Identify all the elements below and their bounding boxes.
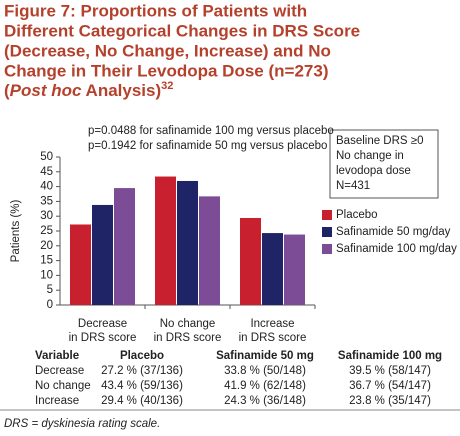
y-tick-label: 45 bbox=[40, 166, 53, 178]
table-cell: 33.8 % (50/148) bbox=[224, 365, 306, 377]
table-cell: 23.8 % (35/147) bbox=[349, 395, 431, 407]
table-cell: 43.4 % (59/136) bbox=[101, 380, 183, 392]
table-cell: Decrease bbox=[35, 365, 84, 377]
x-tick-label: in DRS score bbox=[69, 332, 137, 344]
table-header: Variable bbox=[35, 350, 79, 362]
y-tick-label: 0 bbox=[47, 299, 53, 311]
table-header: Safinamide 50 mg bbox=[216, 350, 314, 362]
bar bbox=[240, 217, 261, 305]
legend-swatch bbox=[322, 210, 332, 220]
y-axis-label: Patients (%) bbox=[10, 200, 22, 263]
title-sup: 32 bbox=[161, 80, 173, 92]
y-tick-label: 20 bbox=[40, 240, 53, 252]
note-box bbox=[329, 129, 439, 199]
table-header: Placebo bbox=[120, 350, 164, 362]
title-line: (Decrease, No Change, Increase) and No bbox=[4, 41, 331, 60]
table-cell: 39.5 % (58/147) bbox=[349, 365, 431, 377]
title-part: ( bbox=[4, 81, 10, 100]
y-tick-label: 50 bbox=[40, 151, 53, 163]
title-line: Figure 7: Proportions of Patients with bbox=[4, 1, 307, 20]
x-tick-label: Increase bbox=[250, 318, 294, 330]
table-header: Safinamide 100 mg bbox=[338, 350, 442, 362]
bar bbox=[70, 224, 91, 305]
title-line: (Post hoc Analysis)32 bbox=[4, 80, 173, 101]
legend-label: Placebo bbox=[336, 209, 378, 221]
x-tick-label: in DRS score bbox=[154, 332, 222, 344]
y-tick-label: 35 bbox=[40, 195, 53, 207]
annotation: p=0.0488 for safinamide 100 mg versus pl… bbox=[88, 125, 334, 137]
footnote: DRS = dyskinesia rating scale. bbox=[4, 418, 160, 430]
box-text: N=431 bbox=[336, 180, 370, 192]
bar bbox=[92, 204, 113, 305]
legend-swatch bbox=[322, 244, 332, 254]
table-cell: 41.9 % (62/148) bbox=[224, 380, 306, 392]
table-cell: No change bbox=[35, 380, 91, 392]
table-cell: Increase bbox=[35, 395, 79, 407]
y-tick-label: 30 bbox=[40, 210, 53, 222]
title-part: Post hoc bbox=[10, 81, 82, 100]
y-tick-label: 25 bbox=[40, 225, 53, 237]
legend-label: Safinamide 50 mg/day bbox=[336, 226, 451, 238]
table-cell: 36.7 % (54/147) bbox=[349, 380, 431, 392]
y-tick-label: 5 bbox=[47, 284, 53, 296]
box-text: No change in bbox=[336, 150, 404, 162]
box-text: levodopa dose bbox=[336, 165, 411, 177]
annotation: p=0.1942 for safinamide 50 mg versus pla… bbox=[88, 140, 327, 152]
bar bbox=[177, 180, 198, 305]
y-tick-label: 40 bbox=[40, 181, 53, 193]
table-cell: 27.2 % (37/136) bbox=[101, 365, 183, 377]
title-line: Different Categorical Changes in DRS Sco… bbox=[4, 21, 360, 40]
box-text: Baseline DRS ≥0 bbox=[336, 135, 424, 147]
bar bbox=[155, 176, 176, 305]
title-part: Analysis) bbox=[81, 81, 161, 100]
y-tick-label: 10 bbox=[40, 269, 53, 281]
x-tick-label: No change bbox=[160, 318, 216, 330]
bar bbox=[284, 234, 305, 305]
legend-swatch bbox=[322, 227, 332, 237]
x-tick-label: Decrease bbox=[78, 318, 127, 330]
y-tick-label: 15 bbox=[40, 255, 53, 267]
bar bbox=[114, 188, 135, 305]
table-cell: 24.3 % (36/148) bbox=[224, 395, 306, 407]
legend-label: Safinamide 100 mg/day bbox=[336, 243, 457, 255]
bar bbox=[199, 196, 220, 305]
title-line: Change in Their Levodopa Dose (n=273) bbox=[4, 61, 328, 80]
table-cell: 29.4 % (40/136) bbox=[101, 395, 183, 407]
x-tick-label: in DRS score bbox=[239, 332, 307, 344]
bar bbox=[262, 233, 283, 305]
